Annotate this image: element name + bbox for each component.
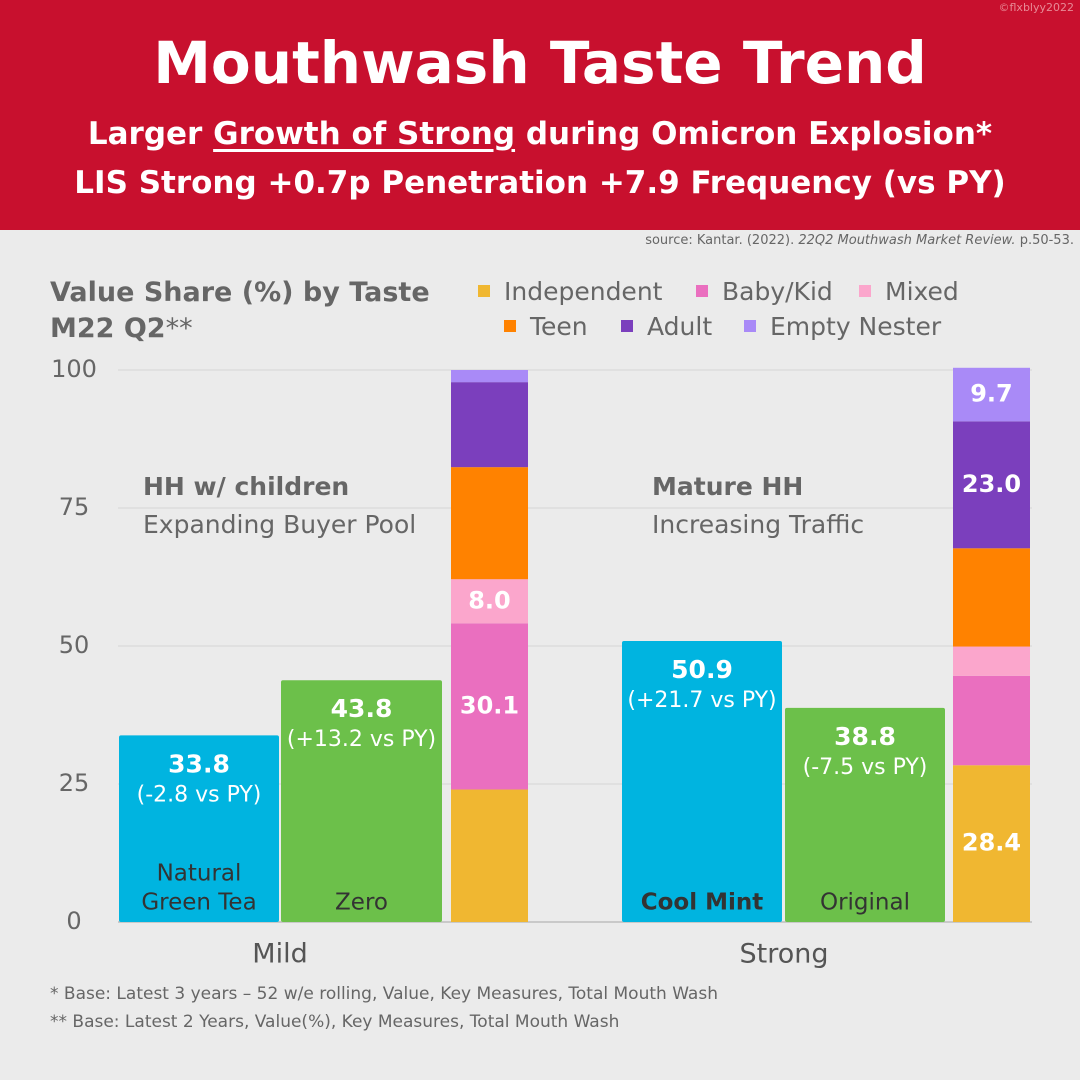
legend-item-independent: Independent [478,277,662,306]
stack-mild-independent [451,789,528,922]
legend-label-mixed: Mixed [885,277,959,306]
legend-label-adult: Adult [647,312,713,341]
bar-name-natural-green-tea-1: Natural [157,861,242,887]
legend-swatch-adult [621,320,633,332]
chart-title-line-1: Value Share (%) by Taste [50,277,430,308]
legend-item-empty-nester: Empty Nester [744,312,941,341]
stack-strong-adult [953,421,1030,549]
mild-annotation-text: Expanding Buyer Pool [143,510,417,539]
bar-value-cool-mint: 50.9 [671,655,733,684]
subtitle-line-2: LIS Strong +0.7p Penetration +7.9 Freque… [74,165,1006,201]
bar-zero [281,680,442,922]
y-tick-75: 75 [59,493,90,521]
legend-item-teen: Teen [504,312,588,341]
stack-label-strong-independent: 28.4 [962,829,1021,857]
title-banner: Mouthwash Taste Trend Larger Growth of S… [0,0,1080,230]
strong-annotation-heading: Mature HH [652,472,804,501]
mild-annotation: HH w/ children Expanding Buyer Pool [143,468,416,544]
bar-cool-mint [622,641,782,922]
source-post: p.50-53. [1015,233,1074,248]
legend-item-adult: Adult [621,312,712,341]
stack-mild-mixed [451,579,528,624]
stack-strong-teen [953,548,1030,647]
legend-swatch-teen [504,320,516,332]
stack-label-mild-mixed: 8.0 [468,586,511,614]
chart-title-period: M22 Q2 [50,313,166,344]
mild-annotation-heading: HH w/ children [143,472,350,501]
subtitle-line-1: Larger Growth of Strong during Omicron E… [0,114,1080,154]
bar-change-cool-mint: (+21.7 vs PY) [627,688,776,713]
y-tick-100: 100 [51,355,97,383]
chart-title: Value Share (%) by Taste M22 Q2** [50,275,430,347]
legend-swatch-baby-kid [696,285,708,297]
stack-strong-mixed [953,646,1030,676]
bar-value-zero: 43.8 [331,694,393,723]
x-category-strong: Strong [739,939,828,970]
legend-item-mixed: Mixed [859,277,959,306]
footnote-2: ** Base: Latest 2 Years, Value(%), Key M… [50,1012,620,1032]
bar-value-original: 38.8 [834,722,896,751]
y-tick-25: 25 [59,769,90,797]
legend-swatch-empty-nester [744,320,756,332]
bar-name-zero: Zero [335,890,388,916]
y-tick-50: 50 [59,631,90,659]
legend-swatch-mixed [859,285,871,297]
credit-text: ©flxblyy2022 [998,1,1075,14]
stack-label-strong-empty-nester: 9.7 [970,380,1013,408]
footnotes: * Base: Latest 3 years – 52 w/e rolling,… [50,980,718,1036]
stack-mild-empty-nester [451,370,528,383]
subtitle-post: during Omicron Explosion* [515,116,993,152]
footnote-1: * Base: Latest 3 years – 52 w/e rolling,… [50,984,718,1004]
y-tick-0: 0 [66,907,81,935]
stack-mild-adult [451,382,528,468]
stack-mild-baby-kid [451,623,528,790]
stack-strong-empty-nester [953,367,1030,422]
chart-title-line-2: M22 Q2** [50,311,430,347]
stack-strong-independent [953,765,1030,922]
chart-title-footnote-mark: ** [165,313,193,344]
bar-value-natural-green-tea: 33.8 [168,749,230,778]
source-title: 22Q2 Mouthwash Market Review. [798,233,1016,248]
page-title: Mouthwash Taste Trend [153,29,927,97]
bar-name-natural-green-tea-2: Green Tea [141,890,256,916]
legend-label-empty-nester: Empty Nester [770,312,942,341]
stack-mild-teen [451,467,528,580]
bar-change-zero: (+13.2 vs PY) [287,727,436,752]
legend-label-teen: Teen [530,312,588,341]
bar-name-original: Original [820,890,910,916]
x-category-mild: Mild [252,939,307,970]
bar-change-original: (-7.5 vs PY) [803,755,928,780]
subtitle-pre: Larger [87,116,214,152]
legend-swatch-independent [478,285,490,297]
bar-original [785,707,945,922]
stack-label-strong-adult: 23.0 [962,470,1021,498]
bar-change-natural-green-tea: (-2.8 vs PY) [137,782,262,807]
legend-label-independent: Independent [504,277,663,306]
source-citation: source: Kantar. (2022). 22Q2 Mouthwash M… [645,233,1074,248]
bar-name-cool-mint: Cool Mint [641,890,764,916]
subtitle-underlined: Growth of Strong [213,116,516,152]
strong-annotation: Mature HH Increasing Traffic [652,468,864,544]
stack-strong-baby-kid [953,675,1030,766]
stack-label-mild-baby-kid: 30.1 [460,691,519,719]
legend-item-baby-kid: Baby/Kid [696,277,833,306]
bar-natural-green-tea [119,735,279,922]
source-pre: source: Kantar. (2022). [645,233,799,248]
strong-annotation-text: Increasing Traffic [652,510,865,539]
legend-label-baby-kid: Baby/Kid [722,277,833,306]
